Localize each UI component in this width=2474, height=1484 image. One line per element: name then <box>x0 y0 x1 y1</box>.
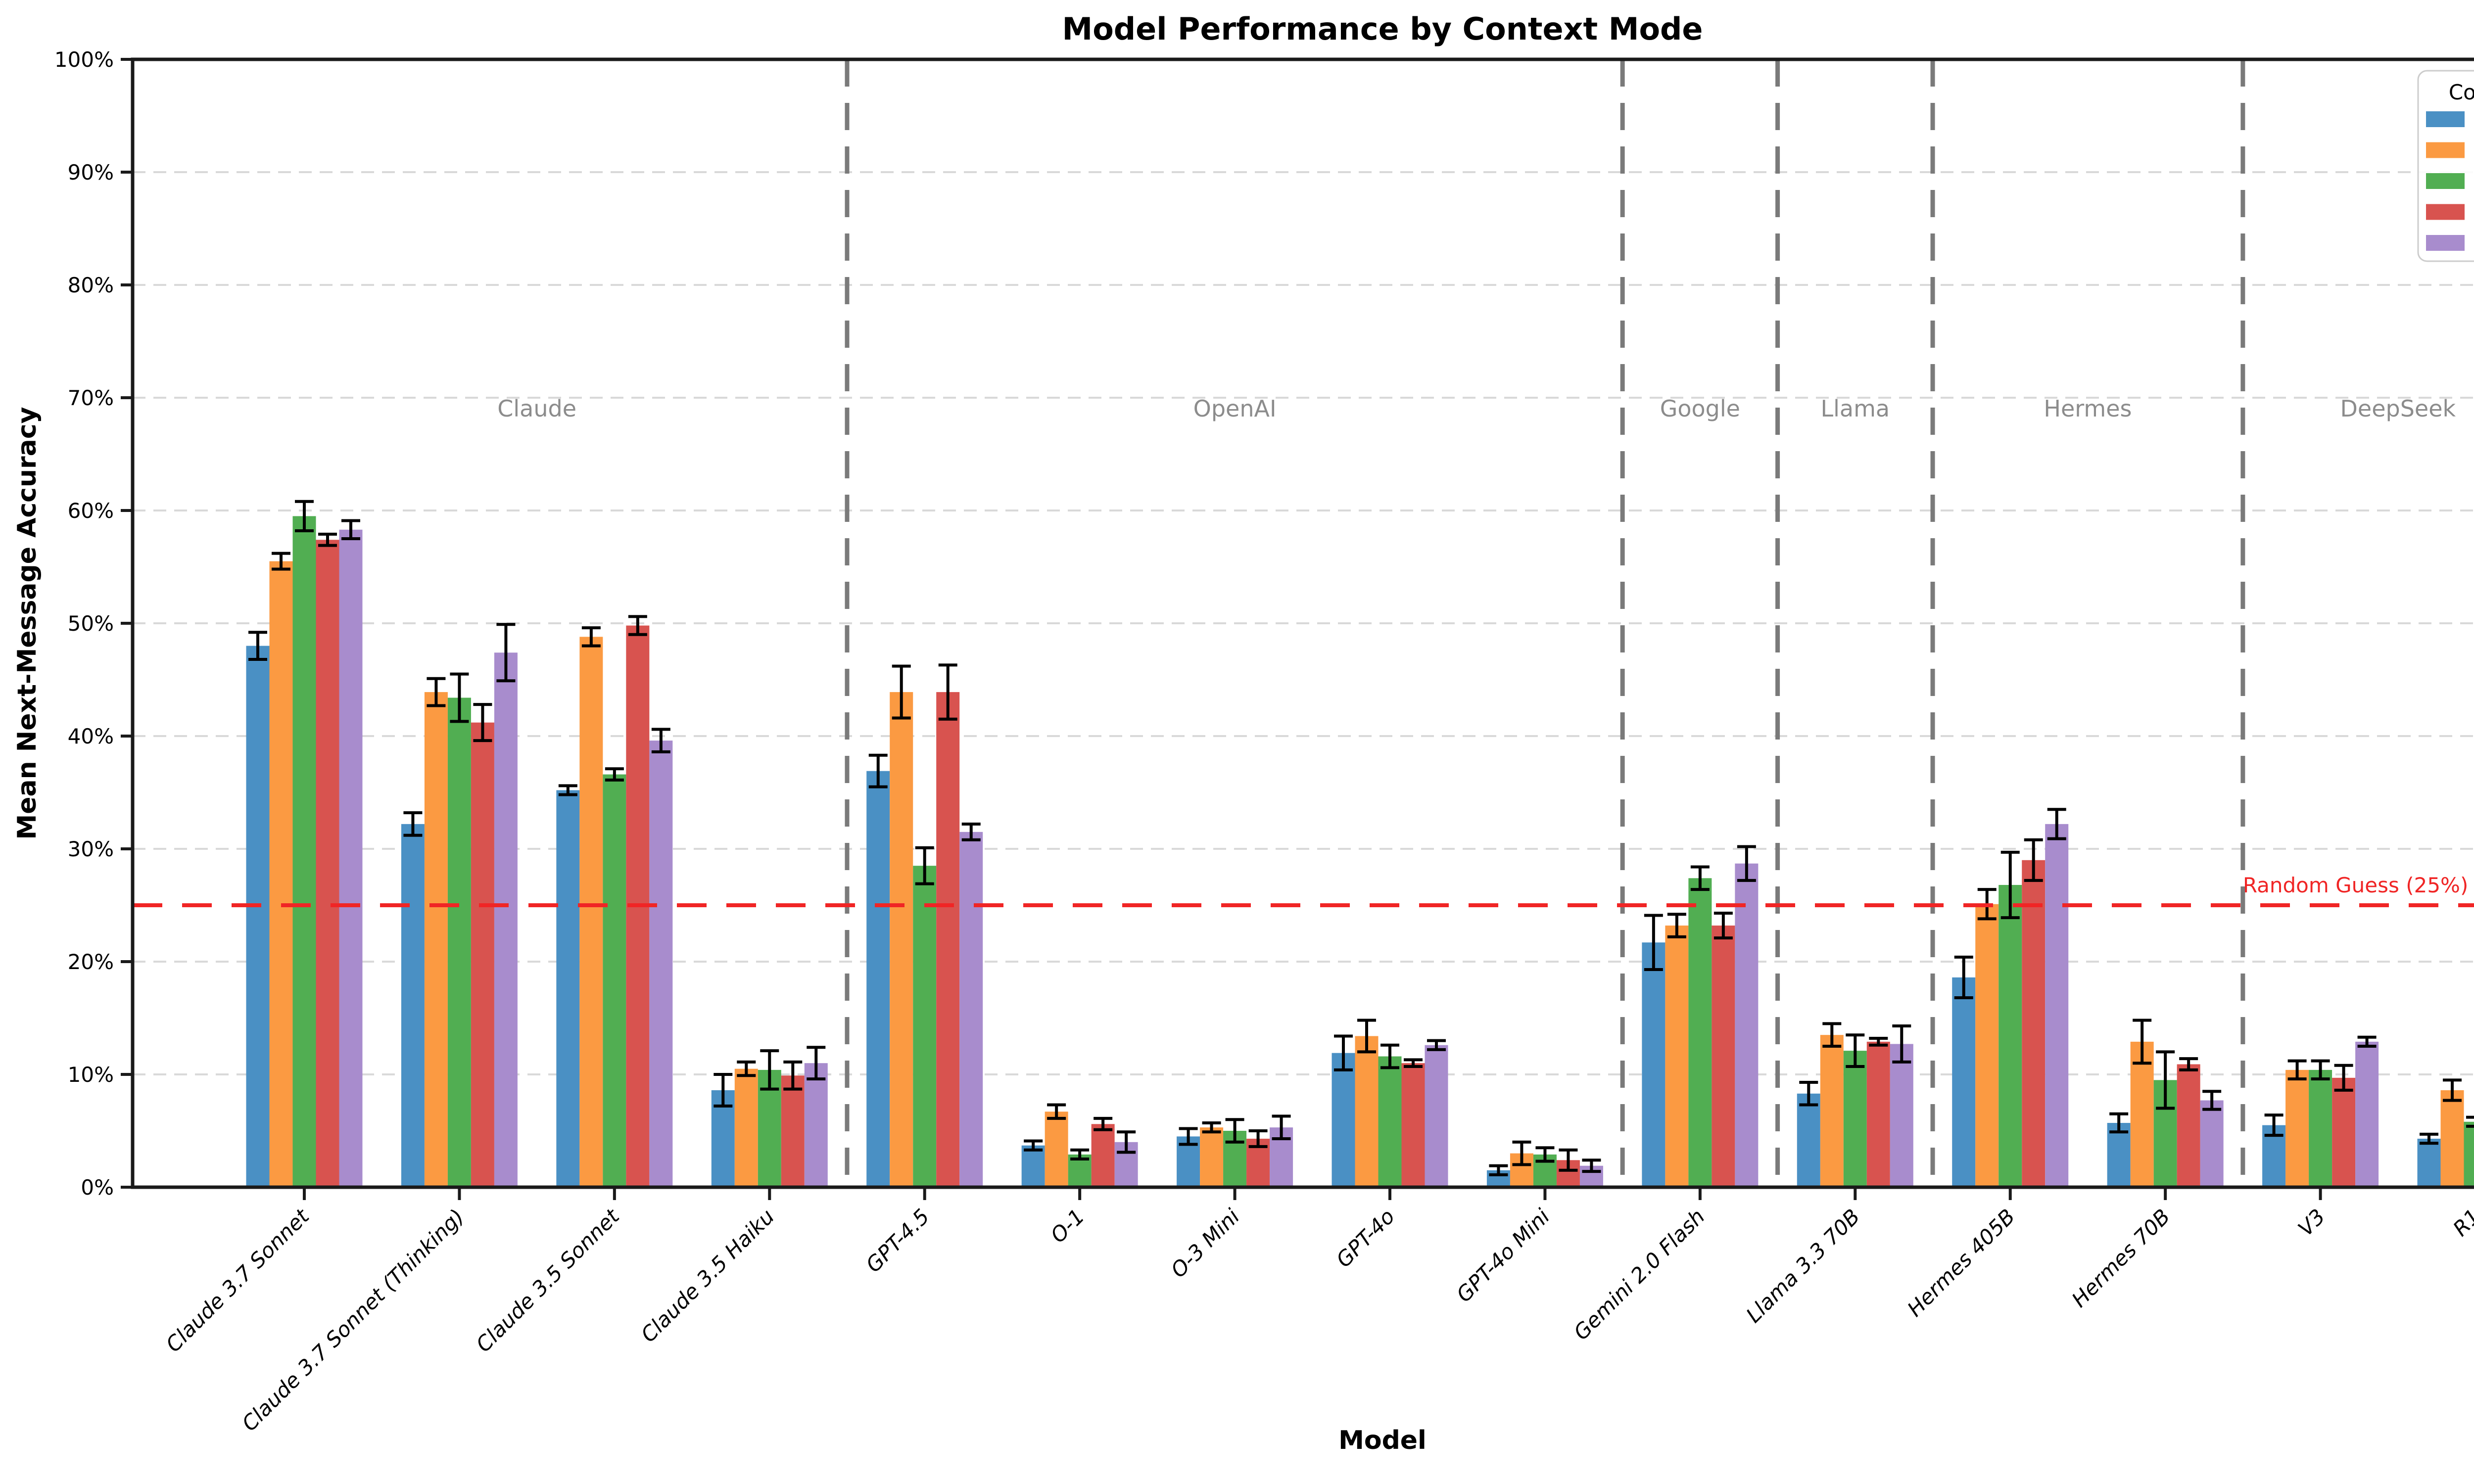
legend-swatch-No Context <box>2426 111 2465 127</box>
y-tick-label: 70% <box>68 386 114 410</box>
y-tick-label: 0% <box>81 1175 114 1200</box>
bar-Hermes 70B-No Context <box>2107 1123 2131 1187</box>
bar-R1-50 Raw <box>2440 1090 2464 1187</box>
provider-label-openai: OpenAI <box>1193 395 1277 422</box>
bar-GPT-4.5-50 Raw <box>890 692 913 1187</box>
x-tick-label: Hermes 70B <box>2067 1204 2175 1312</box>
x-tick-label: GPT-4.5 <box>861 1204 934 1277</box>
bar-Claude 3.5 Haiku-50 Raw <box>734 1068 758 1187</box>
x-tick-label: R1 <box>2448 1204 2474 1241</box>
provider-label-google: Google <box>1660 395 1740 422</box>
x-axis-title: Model <box>1338 1426 1427 1455</box>
bar-Hermes 405B-100 Raw <box>2022 860 2046 1187</box>
bar-Claude 3.7 Sonnet-100 Raw <box>316 540 339 1187</box>
bar-Claude 3.7 Sonnet (Thinking)-100 Raw <box>471 722 494 1187</box>
legend-swatch-50 Raw <box>2426 142 2465 158</box>
bar-Claude 3.7 Sonnet (Thinking)-50 Summary <box>447 697 471 1187</box>
bar-V3-50 Raw <box>2285 1069 2309 1187</box>
bar-Claude 3.7 Sonnet (Thinking)-100 Summary <box>494 652 518 1187</box>
y-tick-label: 10% <box>68 1063 114 1087</box>
bar-Hermes 70B-50 Raw <box>2130 1041 2154 1187</box>
bar-Llama 3.3 70B-50 Summary <box>1843 1051 1867 1187</box>
provider-label-deepseek: DeepSeek <box>2340 395 2456 422</box>
bar-Claude 3.5 Haiku-100 Raw <box>781 1075 805 1187</box>
bar-GPT-4.5-No Context <box>866 771 890 1187</box>
bar-R1-No Context <box>2417 1138 2441 1187</box>
legend-swatch-50 Summary <box>2426 173 2465 189</box>
x-tick-label: Claude 3.5 Haiku <box>636 1204 779 1347</box>
bar-Llama 3.3 70B-100 Raw <box>1866 1041 1890 1187</box>
bar-Gemini 2.0 Flash-100 Raw <box>1712 926 1735 1187</box>
bar-Hermes 70B-100 Summary <box>2200 1100 2224 1187</box>
x-tick-label: GPT-4o Mini <box>1452 1204 1555 1307</box>
bar-Claude 3.7 Sonnet (Thinking)-50 Raw <box>424 692 448 1187</box>
bar-V3-50 Summary <box>2309 1069 2332 1187</box>
bar-Llama 3.3 70B-50 Raw <box>1820 1035 1844 1187</box>
y-tick-label: 80% <box>68 273 114 297</box>
x-tick-label: Hermes 405B <box>1903 1204 2020 1321</box>
y-tick-label: 90% <box>68 160 114 185</box>
legend-title: Context Mode <box>2449 80 2474 104</box>
bar-Hermes 70B-100 Raw <box>2177 1064 2200 1187</box>
bar-GPT-4.5-100 Raw <box>936 692 960 1187</box>
y-tick-label: 20% <box>68 950 114 974</box>
bar-Gemini 2.0 Flash-100 Summary <box>1735 863 1759 1187</box>
bar-Claude 3.5 Sonnet-50 Summary <box>603 774 626 1187</box>
x-tick-label: O-1 <box>1046 1204 1090 1248</box>
bar-GPT-4.5-50 Summary <box>913 866 937 1187</box>
y-tick-label: 50% <box>68 611 114 636</box>
bar-O-1-50 Raw <box>1045 1112 1068 1187</box>
bar-O-1-100 Raw <box>1091 1124 1115 1187</box>
bar-O-3 Mini-50 Raw <box>1200 1127 1224 1187</box>
bar-GPT-4o-100 Raw <box>1401 1063 1425 1187</box>
y-tick-label: 30% <box>68 837 114 861</box>
bar-GPT-4o-50 Summary <box>1378 1056 1402 1187</box>
x-tick-label: GPT-4o <box>1332 1204 1399 1272</box>
legend-swatch-100 Raw <box>2426 204 2465 220</box>
x-tick-label: Gemini 2.0 Flash <box>1569 1204 1710 1345</box>
bar-Claude 3.5 Sonnet-50 Raw <box>579 637 603 1187</box>
bar-Hermes 405B-No Context <box>1952 977 1976 1187</box>
bar-Gemini 2.0 Flash-50 Summary <box>1688 878 1712 1187</box>
bar-Claude 3.5 Haiku-100 Summary <box>804 1063 828 1187</box>
bar-Claude 3.7 Sonnet-50 Summary <box>292 516 316 1187</box>
bar-Claude 3.7 Sonnet-No Context <box>246 646 270 1187</box>
provider-label-claude: Claude <box>497 395 576 422</box>
x-tick-label: V3 <box>2293 1204 2330 1241</box>
bar-Llama 3.3 70B-100 Summary <box>1890 1044 1913 1187</box>
bar-GPT-4o-100 Summary <box>1425 1045 1448 1187</box>
bar-Claude 3.5 Sonnet-No Context <box>556 790 580 1187</box>
y-tick-label: 60% <box>68 499 114 523</box>
y-tick-label: 40% <box>68 724 114 748</box>
bar-Hermes 405B-100 Summary <box>2045 824 2069 1187</box>
bar-Claude 3.7 Sonnet-50 Raw <box>269 561 293 1187</box>
bar-Hermes 405B-50 Raw <box>1975 904 1999 1187</box>
bar-GPT-4o-No Context <box>1332 1053 1355 1187</box>
bar-Claude 3.7 Sonnet (Thinking)-No Context <box>401 824 425 1187</box>
random-guess-label: Random Guess (25%) <box>2243 873 2468 897</box>
x-tick-label: Llama 3.3 70B <box>1741 1204 1864 1327</box>
bar-Hermes 405B-50 Summary <box>1998 884 2022 1187</box>
bar-GPT-4o-50 Raw <box>1355 1036 1379 1187</box>
x-tick-label: Claude 3.5 Sonnet <box>471 1204 624 1357</box>
y-tick-label: 100% <box>54 47 114 72</box>
bar-Gemini 2.0 Flash-50 Raw <box>1665 926 1689 1187</box>
bar-V3-100 Summary <box>2355 1041 2379 1187</box>
provider-label-llama: Llama <box>1820 395 1890 422</box>
x-tick-label: Claude 3.7 Sonnet <box>161 1204 315 1357</box>
bar-Claude 3.5 Sonnet-100 Summary <box>649 741 673 1187</box>
chart-title: Model Performance by Context Mode <box>1062 11 1703 47</box>
bar-R1-50 Summary <box>2464 1121 2474 1187</box>
x-tick-label: O-3 Mini <box>1166 1204 1244 1282</box>
bar-GPT-4.5-100 Summary <box>959 832 983 1187</box>
provider-label-hermes: Hermes <box>2044 395 2132 422</box>
bar-Claude 3.7 Sonnet-100 Summary <box>339 529 363 1187</box>
bar-Gemini 2.0 Flash-No Context <box>1642 942 1665 1187</box>
bar-Llama 3.3 70B-No Context <box>1797 1093 1820 1187</box>
bar-O-1-No Context <box>1021 1145 1045 1187</box>
bar-V3-100 Raw <box>2332 1077 2356 1187</box>
legend-swatch-100 Summary <box>2426 235 2465 251</box>
